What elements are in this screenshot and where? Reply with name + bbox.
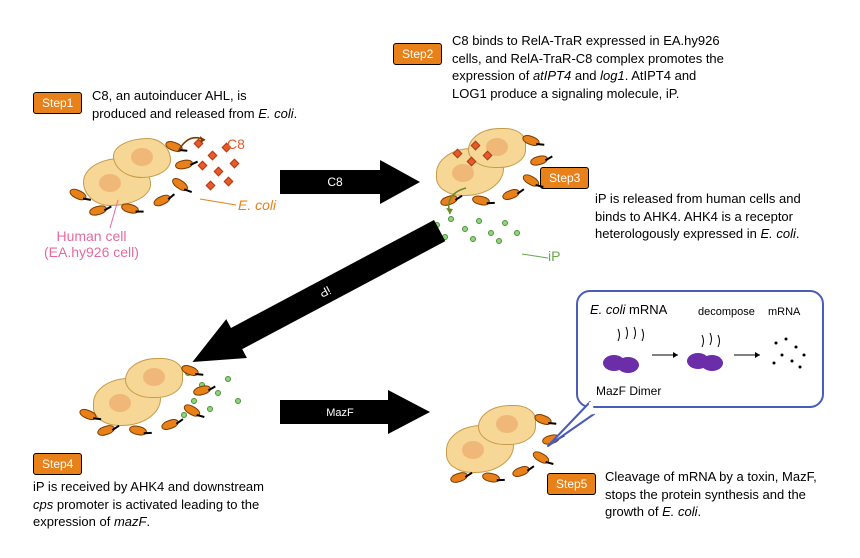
step2-badge: Step2	[393, 43, 442, 65]
svg-text:C8: C8	[327, 175, 343, 189]
ecoli-pointer	[198, 195, 240, 215]
cluster-step1	[75, 138, 185, 223]
callout-decompose: decompose	[698, 306, 755, 318]
step5-l1: Cleavage of mRNA by a toxin, MazF,	[605, 469, 817, 484]
human-l2: (EA.hy926 cell)	[44, 244, 139, 260]
callout-ecoli: E. coli	[590, 302, 625, 317]
cluster-step5	[438, 407, 548, 492]
step4-l1: iP is received by AHK4 and downstream	[33, 479, 264, 494]
step3-l2: binds to AHK4. AHK4 is a receptor	[595, 209, 793, 224]
callout-mrna: mRNA	[625, 302, 667, 317]
callout-diagram	[590, 321, 816, 391]
step2-l4: LOG1 produce a signaling molecule, iP.	[452, 86, 679, 101]
step2-l1: C8 binds to RelA-TraR expressed in EA.hy…	[452, 33, 720, 48]
step2-atipt4: atIPT4	[533, 68, 571, 83]
step5-text: Cleavage of mRNA by a toxin, MazF, stops…	[605, 468, 855, 521]
ecoli-label: E. coli	[238, 197, 276, 213]
human-l1: Human cell	[56, 228, 126, 244]
step4-text: iP is received by AHK4 and downstream cp…	[33, 478, 323, 531]
step3-ecoli: E. coli	[761, 226, 796, 241]
step3-l3end: .	[796, 226, 800, 241]
step1-line2b: .	[294, 106, 298, 121]
step2-log1: log1	[600, 68, 625, 83]
step2-l3end: . AtIPT4 and	[625, 68, 697, 83]
release-arrow-ip	[436, 182, 476, 222]
human-cell-label: Human cell (EA.hy926 cell)	[44, 228, 139, 260]
callout-mazfdimer: MazF Dimer	[596, 384, 661, 398]
cluster-step4	[85, 360, 195, 445]
arrow-mazf: MazF	[280, 390, 430, 434]
step1-line2a: produced and released from	[92, 106, 258, 121]
step4-l2: promoter is activated leading to the	[53, 497, 259, 512]
step4-cps: cps	[33, 497, 53, 512]
step4-badge: Step4	[33, 453, 82, 475]
step3-l3a: heterologously expressed in	[595, 226, 761, 241]
human-pointer	[100, 198, 130, 230]
step5-l2: stops the protein synthesis and the	[605, 487, 806, 502]
ip-pointer	[520, 250, 550, 264]
step1-ecoli: E. coli	[258, 106, 293, 121]
step2-text: C8 binds to RelA-TraR expressed in EA.hy…	[452, 32, 772, 102]
step5-badge: Step5	[547, 473, 596, 495]
step2-l3mid: and	[571, 68, 600, 83]
step1-text: C8, an autoinducer AHL, is produced and …	[92, 87, 322, 122]
step3-l1: iP is released from human cells and	[595, 191, 801, 206]
step2-l3a: expression of	[452, 68, 533, 83]
step5-l3end: .	[698, 504, 702, 519]
callout-pointer	[540, 398, 600, 454]
callout-mrna2: mRNA	[768, 306, 800, 318]
step4-l3end: .	[146, 514, 150, 529]
cluster-step23	[428, 130, 538, 215]
arrow-c8: C8	[280, 160, 420, 204]
step2-l2: cells, and RelA-TraR-C8 complex promotes…	[452, 51, 724, 66]
step4-l3a: expression of	[33, 514, 114, 529]
step5-l3a: growth of	[605, 504, 662, 519]
step1-line1: C8, an autoinducer AHL, is	[92, 88, 247, 103]
step4-mazf: mazF	[114, 514, 147, 529]
callout-mazf: E. coli mRNA decompose mRNA MazF Dimer	[576, 290, 824, 408]
step5-ecoli: E. coli	[662, 504, 697, 519]
step3-text: iP is released from human cells and bind…	[595, 190, 850, 243]
svg-text:MazF: MazF	[326, 407, 354, 419]
c8-label: C8	[227, 136, 245, 152]
step3-badge: Step3	[540, 167, 589, 189]
release-arrow-c8	[173, 130, 213, 160]
step1-badge: Step1	[33, 92, 82, 114]
